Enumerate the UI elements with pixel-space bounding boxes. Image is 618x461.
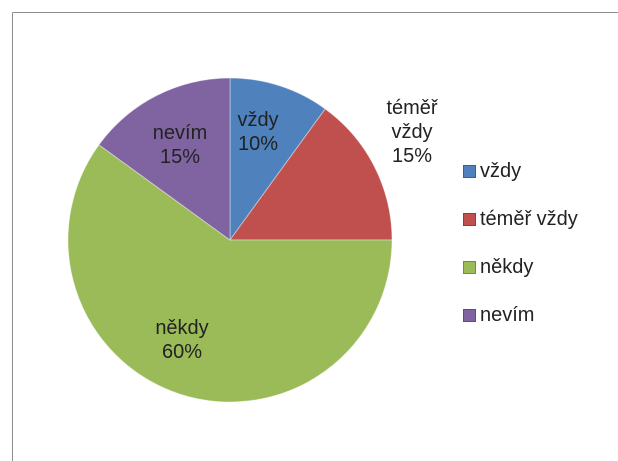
legend-swatch bbox=[463, 261, 476, 274]
legend-item: nevím bbox=[463, 304, 534, 327]
data-label-category: někdy bbox=[155, 317, 209, 339]
data-label-value: 10% bbox=[237, 133, 279, 155]
pie-slice bbox=[67, 144, 393, 403]
legend-swatch bbox=[463, 165, 476, 178]
legend-item: téměř vždy bbox=[463, 208, 578, 231]
data-label: někdy 60% bbox=[147, 316, 217, 364]
data-label-category: téměř vždy bbox=[386, 97, 438, 143]
data-label: nevím 15% bbox=[145, 121, 215, 169]
data-label: vždy 10% bbox=[228, 108, 288, 156]
legend-item: vždy bbox=[463, 160, 521, 183]
legend-swatch bbox=[463, 213, 476, 226]
legend-label: nevím bbox=[480, 304, 535, 326]
legend-item: někdy bbox=[463, 256, 533, 279]
pie-slice bbox=[229, 77, 326, 242]
pie-slice bbox=[98, 77, 231, 241]
data-label-value: 15% bbox=[391, 145, 433, 167]
data-label-value: 15% bbox=[159, 146, 201, 168]
data-label-value: 60% bbox=[161, 341, 203, 363]
pie-slice bbox=[229, 108, 393, 241]
legend-label: někdy bbox=[480, 256, 534, 278]
legend-label: vždy bbox=[480, 160, 522, 182]
data-label-category: vždy bbox=[237, 109, 279, 131]
legend-swatch bbox=[463, 309, 476, 322]
legend-label: téměř vždy bbox=[480, 208, 578, 230]
data-label: téměř vždy 15% bbox=[377, 96, 447, 168]
data-label-category: nevím bbox=[152, 122, 208, 144]
